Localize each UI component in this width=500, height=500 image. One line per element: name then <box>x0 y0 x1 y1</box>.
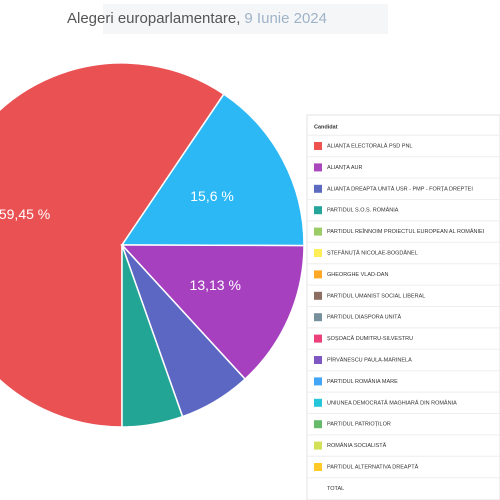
legend-label: UNIUNEA DEMOCRATĂ MAGHIARĂ DIN ROMÂNIA <box>327 399 457 406</box>
slice-label: 13,13 % <box>190 277 241 293</box>
title-box <box>103 4 388 34</box>
pie-slice <box>120 93 305 247</box>
legend-swatch <box>314 184 322 193</box>
legend-swatch <box>314 227 322 236</box>
title: Alegeri europarlamentare, <box>67 10 240 27</box>
legend-box <box>306 114 500 500</box>
legend-label: PARTIDUL ALTERNATIVA DREAPTĂ <box>327 463 419 470</box>
legend-label: PÎRVĂNESCU PAULA-MARINELA <box>327 356 412 363</box>
legend-label: ȘTEFĂNUȚĂ NICOLAE-BOGDĂNEL <box>327 249 418 256</box>
legend-label: ROMÂNIA SOCIALISTĂ <box>327 442 387 449</box>
legend-label: PARTIDUL UMANIST SOCIAL LIBERAL <box>327 293 425 299</box>
total-label: TOTAL <box>327 486 344 492</box>
legend-swatch <box>314 313 322 322</box>
chart-title: Alegeri europarlamentare, 9 Iunie 2024 <box>67 10 327 27</box>
legend-label: PARTIDUL REÎNNOIM PROIECTUL EUROPEAN AL … <box>327 228 485 235</box>
legend-label: ALIANȚA DREAPTA UNITĂ USR - PMP - FORȚA … <box>327 185 473 192</box>
legend-swatch <box>314 163 322 172</box>
legend-swatch <box>314 377 322 386</box>
legend-swatch <box>314 206 322 215</box>
legend-swatch <box>314 142 322 150</box>
legend-header: Candidat <box>314 124 338 130</box>
legend-label: GHEORGHE VLAD-DAN <box>327 272 388 278</box>
slice-label: 59,45 % <box>0 206 50 222</box>
pie-slice <box>120 244 305 381</box>
legend-label: ALIANȚA AUR <box>327 165 362 171</box>
subtitle: 9 Iunie 2024 <box>244 10 327 27</box>
legend-label: ȘOȘOACĂ DUMITRU-SILVESTRU <box>327 335 413 342</box>
legend-swatch <box>314 441 322 450</box>
legend-label: PARTIDUL ROMÂNIA MARE <box>327 378 398 385</box>
legend-label: PARTIDUL PATRIOȚILOR <box>327 422 391 428</box>
legend-swatch <box>314 270 322 279</box>
pie-slice <box>121 244 184 428</box>
legend-swatch <box>314 398 322 407</box>
legend-swatch <box>314 249 322 257</box>
legend-label: PARTIDUL DIASPORA UNITĂ <box>327 314 401 321</box>
pie-slice <box>0 62 225 428</box>
legend-label: PARTIDUL S.O.S. ROMÂNIA <box>327 207 399 214</box>
legend-swatch <box>314 291 322 300</box>
legend-swatch <box>314 334 322 343</box>
legend-swatch <box>314 356 322 364</box>
legend-swatch <box>314 463 322 471</box>
slice-label: 15,6 % <box>190 188 234 204</box>
legend-swatch <box>314 420 322 429</box>
legend-label: ALIANȚA ELECTORALĂ PSD PNL <box>327 142 413 149</box>
